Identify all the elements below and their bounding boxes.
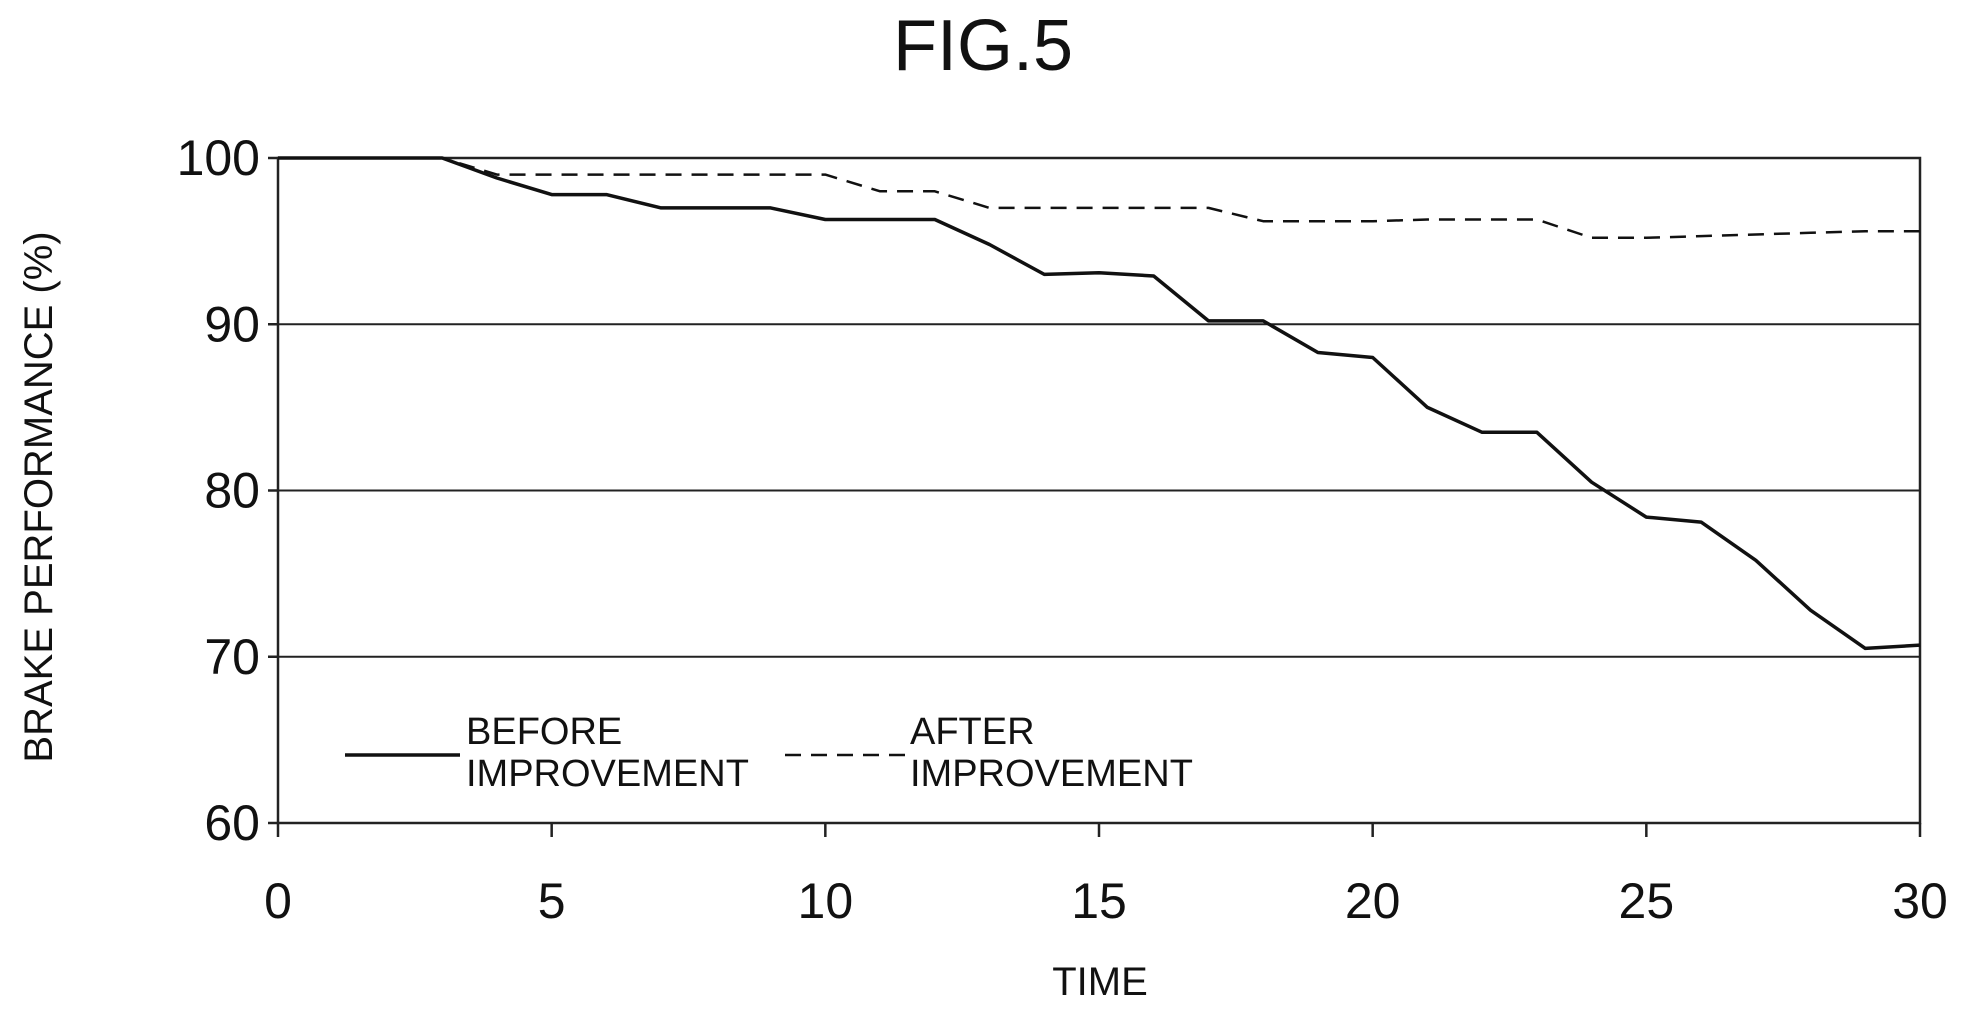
y-tick-label: 90 xyxy=(204,296,260,352)
series-line-after xyxy=(278,156,1920,240)
y-axis-label: BRAKE PERFORMANCE (%) xyxy=(17,231,61,762)
gridlines xyxy=(278,323,1920,658)
x-tick-label: 15 xyxy=(1071,873,1127,929)
series-line-before xyxy=(278,156,1921,651)
y-tick-label: 70 xyxy=(204,629,260,685)
x-tick-label: 5 xyxy=(538,873,566,929)
x-tick-label: 0 xyxy=(264,873,292,929)
legend-label-after: AFTER IMPROVEMENT xyxy=(910,711,1193,795)
y-tick-label: 60 xyxy=(204,795,260,851)
legend: BEFORE IMPROVEMENT AFTER IMPROVEMENT xyxy=(345,711,1193,795)
x-tick-label: 30 xyxy=(1892,873,1948,929)
legend-label-before: BEFORE IMPROVEMENT xyxy=(466,711,749,795)
y-tick-label: 100 xyxy=(177,130,260,186)
x-tick-label: 25 xyxy=(1619,873,1675,929)
x-tick-label: 20 xyxy=(1345,873,1401,929)
x-axis-label: TIME xyxy=(1052,960,1148,1004)
series-layer xyxy=(278,156,1921,651)
chart-title: FIG.5 xyxy=(893,6,1073,86)
x-tick-label: 10 xyxy=(798,873,854,929)
y-tick-label: 80 xyxy=(204,463,260,519)
axis-ticks: 100 90 80 70 600 5 10 15 20 25 30 xyxy=(177,130,1948,929)
